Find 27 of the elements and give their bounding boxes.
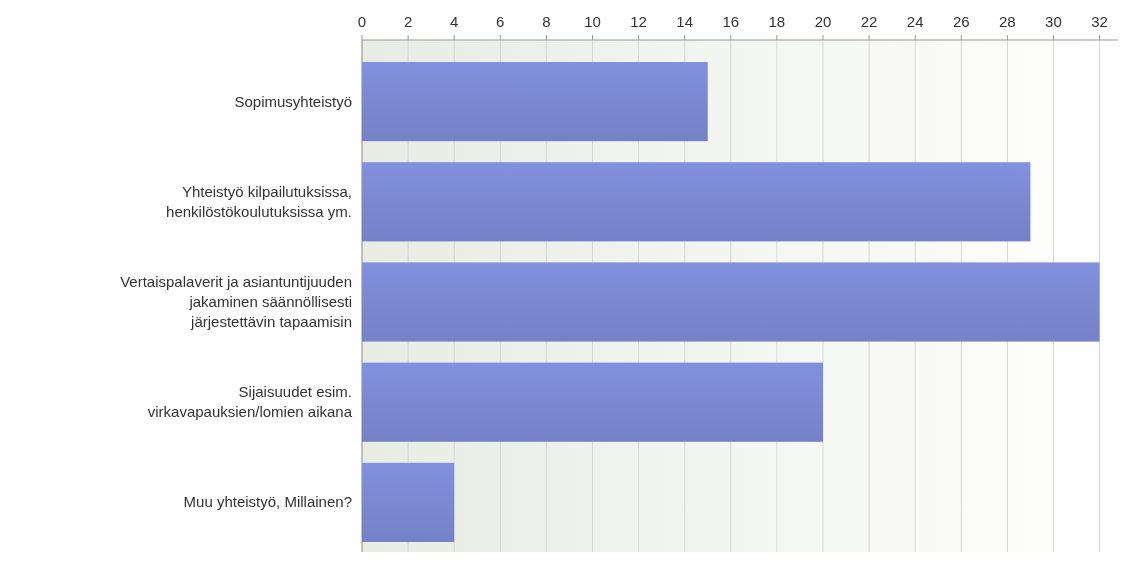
x-tick-label: 16	[722, 13, 740, 30]
x-tick-label: 26	[952, 13, 970, 30]
x-tick-label: 20	[814, 13, 832, 30]
x-tick-label: 24	[906, 13, 924, 30]
bar	[362, 62, 708, 142]
x-tick-label: 30	[1045, 13, 1062, 30]
x-tick-label: 12	[630, 13, 647, 30]
y-tick-label: Sopimusyhteistyö	[234, 92, 352, 110]
x-tick-label: 4	[450, 13, 459, 30]
x-tick-label: 14	[676, 13, 694, 30]
bar	[362, 362, 823, 442]
bar	[362, 162, 1031, 242]
x-tick-label: 18	[768, 13, 786, 30]
y-tick-label: Muu yhteistyö, Millainen?	[183, 493, 352, 511]
x-tick-label: 0	[357, 13, 367, 30]
y-tick-label: Sijaisuudet esim. virkavapauksien/lomien aikana	[147, 383, 353, 421]
x-tick-label: 28	[999, 13, 1016, 30]
x-tick-label: 22	[860, 13, 878, 30]
x-tick-label: 6	[496, 13, 505, 30]
y-tick-label: Yhteistyö kilpailutuksissa, henkilöstökoulutuksissa ym.	[166, 182, 352, 220]
bar	[362, 462, 455, 542]
x-tick-label: 32	[1091, 13, 1108, 30]
x-tick-label: 10	[584, 13, 601, 30]
y-tick-label: Vertaispalaverit ja asiantuntijuuden jakaminen säännöllisesti järjestettävin tapaamisin	[120, 273, 352, 330]
bar	[362, 262, 1100, 342]
x-tick-label: 2	[403, 13, 413, 30]
x-tick-label: 8	[542, 13, 551, 30]
